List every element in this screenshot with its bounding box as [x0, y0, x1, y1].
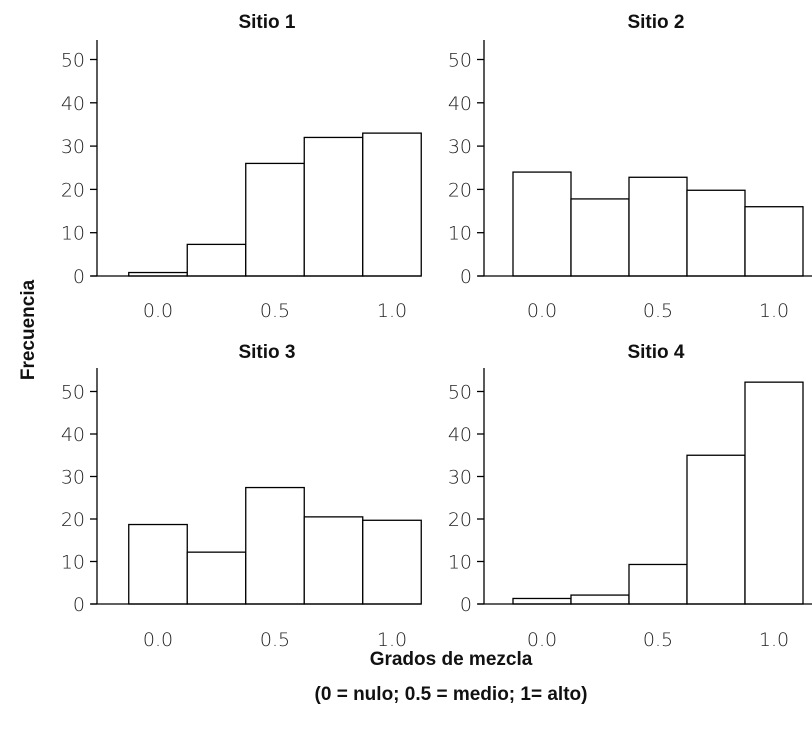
y-tick-label: 40	[61, 93, 85, 115]
y-axis-label: Frecuencia	[18, 279, 39, 380]
y-tick-label: 0	[460, 594, 472, 616]
histogram-bar	[186, 243, 247, 277]
y-tick-label: 10	[448, 223, 472, 245]
x-tick-label: 1.0	[759, 300, 789, 322]
histogram-bar	[744, 381, 804, 605]
histogram-bar	[686, 189, 746, 277]
panel-1: Sitio 1 0 10 20 30 40 50 0.0 0.5 1.0	[61, 12, 422, 322]
panel-3: Sitio 3 0 10 20 30 40 50 0.0 0.5 1.0	[61, 342, 422, 651]
histogram-bar	[744, 206, 804, 277]
histogram-bar	[128, 523, 188, 605]
y-tick-label: 50	[448, 50, 472, 72]
panel-title: Sitio 1	[238, 12, 295, 33]
histogram-bar	[686, 454, 746, 605]
histogram-bar	[303, 136, 364, 277]
x-tick-label: 1.0	[759, 629, 789, 651]
histogram-bar	[186, 551, 247, 605]
y-tick-label: 0	[73, 266, 85, 288]
y-tick-label: 50	[61, 382, 85, 404]
y-tick-label: 10	[448, 552, 472, 574]
y-tick-label: 10	[61, 552, 85, 574]
histogram-bar	[303, 516, 364, 605]
histogram-bar	[245, 162, 305, 277]
y-tick-label: 40	[61, 424, 85, 446]
histogram-bar	[362, 519, 422, 605]
x-tick-label: 0.0	[527, 629, 557, 651]
y-tick-label: 30	[61, 136, 85, 158]
x-tick-label: 1.0	[377, 629, 407, 651]
histogram-bar	[245, 486, 305, 605]
y-tick-label: 40	[448, 93, 472, 115]
x-axis-note: (0 = nulo; 0.5 = medio; 1= alto)	[315, 684, 588, 705]
x-tick-label: 0.0	[527, 300, 557, 322]
histogram-bar	[512, 171, 572, 277]
x-tick-label: 0.5	[260, 300, 290, 322]
y-tick-label: 30	[448, 467, 472, 489]
panel-2: Sitio 2 0 10 20 30 40 50 0.0 0.5 1.0	[448, 12, 812, 322]
x-tick-label: 0.5	[643, 629, 673, 651]
y-tick-label: 20	[448, 179, 472, 201]
x-tick-label: 0.0	[143, 629, 173, 651]
y-tick-label: 50	[61, 50, 85, 72]
panel-title: Sitio 2	[627, 12, 684, 33]
histogram-bar	[628, 176, 688, 277]
panel-title: Sitio 4	[627, 342, 684, 363]
panel-title: Sitio 3	[238, 342, 295, 363]
y-tick-label: 50	[448, 382, 472, 404]
histogram-bar	[570, 198, 630, 277]
x-tick-label: 0.5	[643, 300, 673, 322]
histogram-bar	[362, 132, 422, 277]
y-tick-label: 10	[61, 223, 85, 245]
y-tick-label: 40	[448, 424, 472, 446]
y-tick-label: 20	[61, 509, 85, 531]
y-tick-label: 0	[73, 594, 85, 616]
histogram-bar	[628, 563, 688, 605]
histogram-bar	[512, 597, 572, 605]
y-tick-label: 20	[448, 509, 472, 531]
x-tick-label: 0.5	[260, 629, 290, 651]
panel-4: Sitio 4 0 10 20 30 40 50 0.0 0.5 1.0	[448, 342, 812, 651]
y-tick-label: 20	[61, 179, 85, 201]
x-axis-label: Grados de mezcla	[370, 649, 533, 670]
x-tick-label: 0.0	[143, 300, 173, 322]
y-tick-label: 30	[448, 136, 472, 158]
y-tick-label: 30	[61, 467, 85, 489]
histogram-bar	[570, 594, 630, 605]
x-tick-label: 1.0	[377, 300, 407, 322]
y-tick-label: 0	[460, 266, 472, 288]
